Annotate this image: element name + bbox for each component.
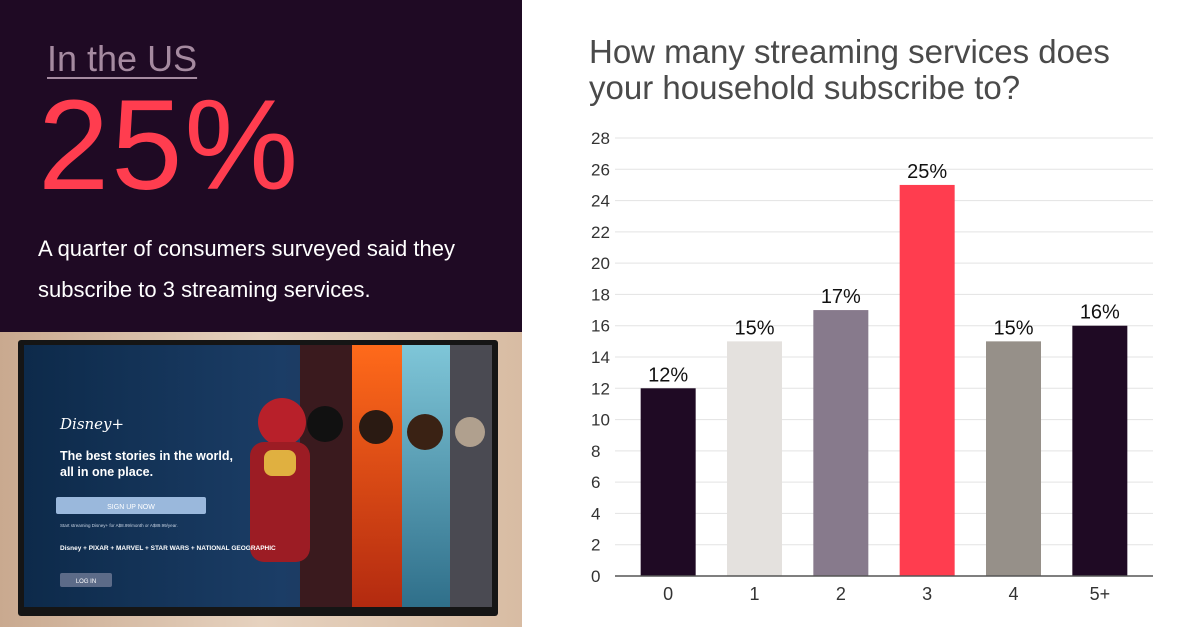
y-tick-26: 26	[591, 160, 610, 179]
stat-caption: A quarter of consumers surveyed said the…	[38, 236, 455, 302]
y-tick-2: 2	[591, 536, 600, 555]
y-tick-16: 16	[591, 317, 610, 336]
data-label-1: 15%	[734, 317, 774, 339]
y-tick-4: 4	[591, 504, 600, 523]
headline-stat: 25%	[38, 74, 301, 217]
stat-panel: In the US 25% A quarter of consumers sur…	[0, 0, 522, 332]
x-tick-2: 2	[836, 584, 846, 604]
y-tick-28: 28	[591, 129, 610, 148]
bar-5+	[1072, 325, 1128, 576]
bar-3	[899, 184, 955, 576]
y-tick-20: 20	[591, 254, 610, 273]
disney-logo: Disney+	[59, 415, 124, 433]
bar-0	[640, 388, 696, 576]
login-button-label: LOG IN	[76, 579, 96, 585]
y-tick-18: 18	[591, 285, 610, 304]
data-label-3: 25%	[907, 161, 947, 183]
data-label-0: 12%	[648, 364, 688, 386]
y-tick-0: 0	[591, 567, 600, 586]
y-tick-14: 14	[591, 348, 610, 367]
x-tick-4: 4	[1008, 584, 1018, 604]
y-tick-24: 24	[591, 192, 610, 211]
y-tick-6: 6	[591, 473, 600, 492]
chart-title: How many streaming services does your ho…	[589, 33, 1110, 106]
x-tick-1: 1	[749, 584, 759, 604]
data-label-5+: 16%	[1080, 302, 1120, 324]
photo-headline-line-1: The best stories in the world,	[60, 449, 233, 463]
y-tick-10: 10	[591, 411, 610, 430]
tv-photo: Disney+ The best stories in the world, a…	[0, 332, 522, 627]
fine-print: Start streaming Disney+ for A$8.99/month…	[60, 523, 178, 528]
y-tick-8: 8	[591, 442, 600, 461]
svg-text:The best stories in the world,: The best stories in the world, all in on…	[60, 449, 236, 479]
signup-button-label: SIGN UP NOW	[107, 504, 155, 511]
bar-4	[986, 341, 1041, 576]
bar-2	[813, 310, 869, 576]
y-tick-22: 22	[591, 223, 610, 242]
data-label-4: 15%	[993, 317, 1033, 339]
y-tick-12: 12	[591, 379, 610, 398]
x-tick-3: 3	[922, 584, 932, 604]
photo-headline-line-2: all in one place.	[60, 465, 153, 479]
region-label: In the US	[47, 38, 198, 79]
data-label-2: 17%	[821, 286, 861, 308]
bar-1	[727, 341, 782, 576]
x-tick-0: 0	[663, 584, 673, 604]
partner-brands: Disney + PIXAR + MARVEL + STAR WARS + NA…	[60, 545, 276, 552]
x-tick-5+: 5+	[1090, 584, 1111, 604]
